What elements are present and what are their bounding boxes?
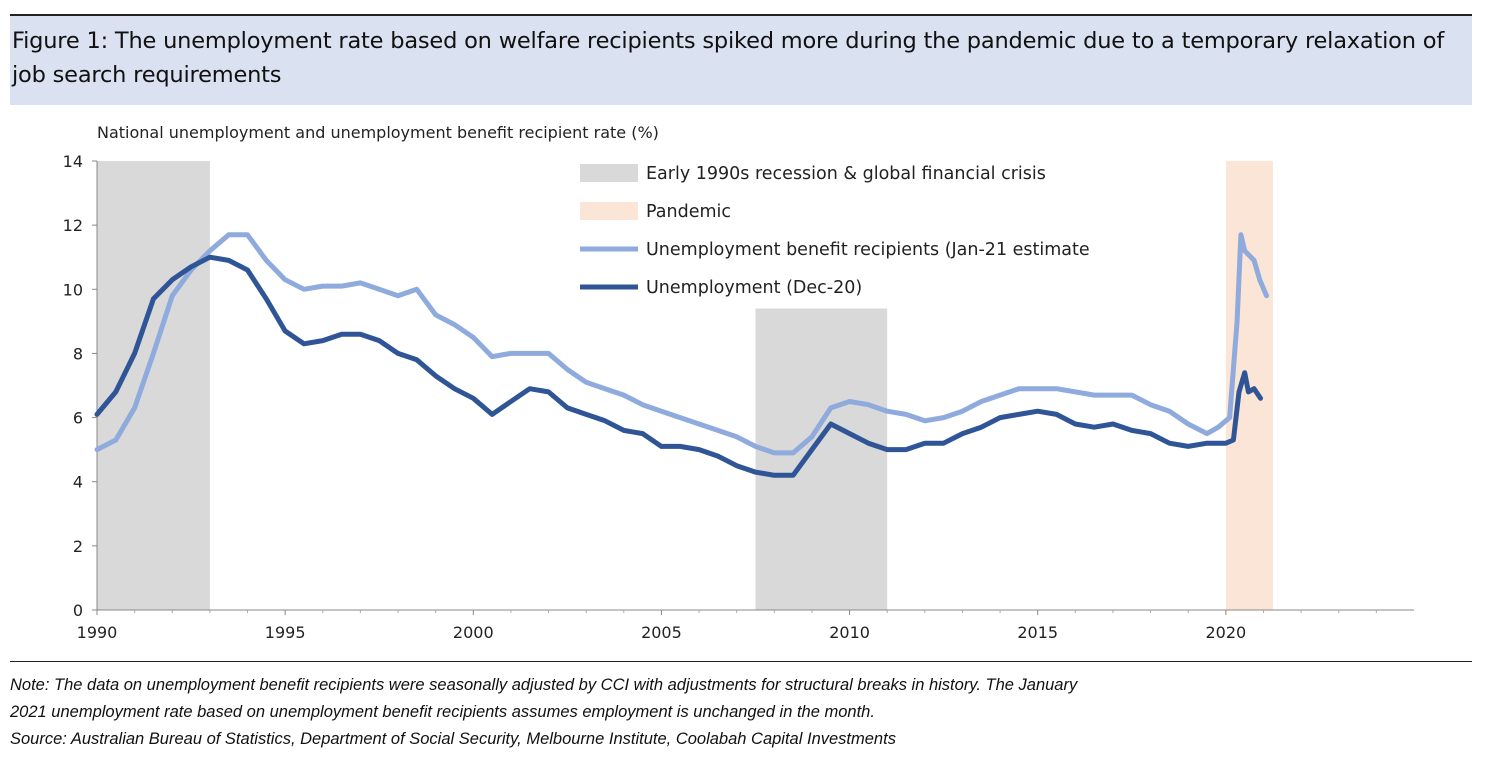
axes: 0 2 4 6 8 10 12 14 1990 1995 2000 2005 2010 2015 2020 [63,152,1414,642]
y-tick-label: 10 [63,280,83,299]
divider [10,661,1472,662]
x-tick-label: 1995 [265,623,306,642]
figure-title: Figure 1: The unemployment rate based on… [10,14,1472,105]
x-tick-label: 2015 [1017,623,1058,642]
y-tick-label: 4 [73,473,83,492]
benefit-line [94,232,1269,456]
x-tick-label: 1990 [77,623,118,642]
y-tick-label: 6 [73,409,83,428]
legend-swatch-pandemic [580,202,638,220]
note-line: 2021 unemployment rate based on unemploy… [10,703,875,721]
note: Note: The data on unemployment benefit r… [10,672,1490,753]
y-tick-label: 0 [73,601,83,620]
x-tick-label: 2010 [829,623,870,642]
legend: Early 1990s recession & global financial… [580,164,1090,298]
x-tick-label: 2005 [641,623,682,642]
legend-label: Unemployment benefit recipients (Jan-21 … [646,240,1090,260]
shaded-regions [97,161,1273,610]
series-lines [94,232,1269,478]
recession-band [97,161,210,610]
x-tick-label: 2020 [1205,623,1246,642]
y-tick-label: 8 [73,344,83,363]
chart-subtitle: National unemployment and unemployment b… [97,123,659,142]
y-tick-label: 2 [73,537,83,556]
y-tick-label: 12 [63,216,83,235]
legend-label: Early 1990s recession & global financial… [646,164,1046,184]
y-tick-label: 14 [63,152,83,171]
recession-band [755,308,888,610]
legend-label: Unemployment (Dec-20) [646,278,862,298]
unemployment-line [94,254,1263,478]
source-line: Source: Australian Bureau of Statistics,… [10,730,896,748]
note-line: Note: The data on unemployment benefit r… [10,676,1078,694]
x-tick-label: 2000 [453,623,494,642]
legend-label: Pandemic [646,202,731,222]
legend-swatch-recession [580,164,638,182]
